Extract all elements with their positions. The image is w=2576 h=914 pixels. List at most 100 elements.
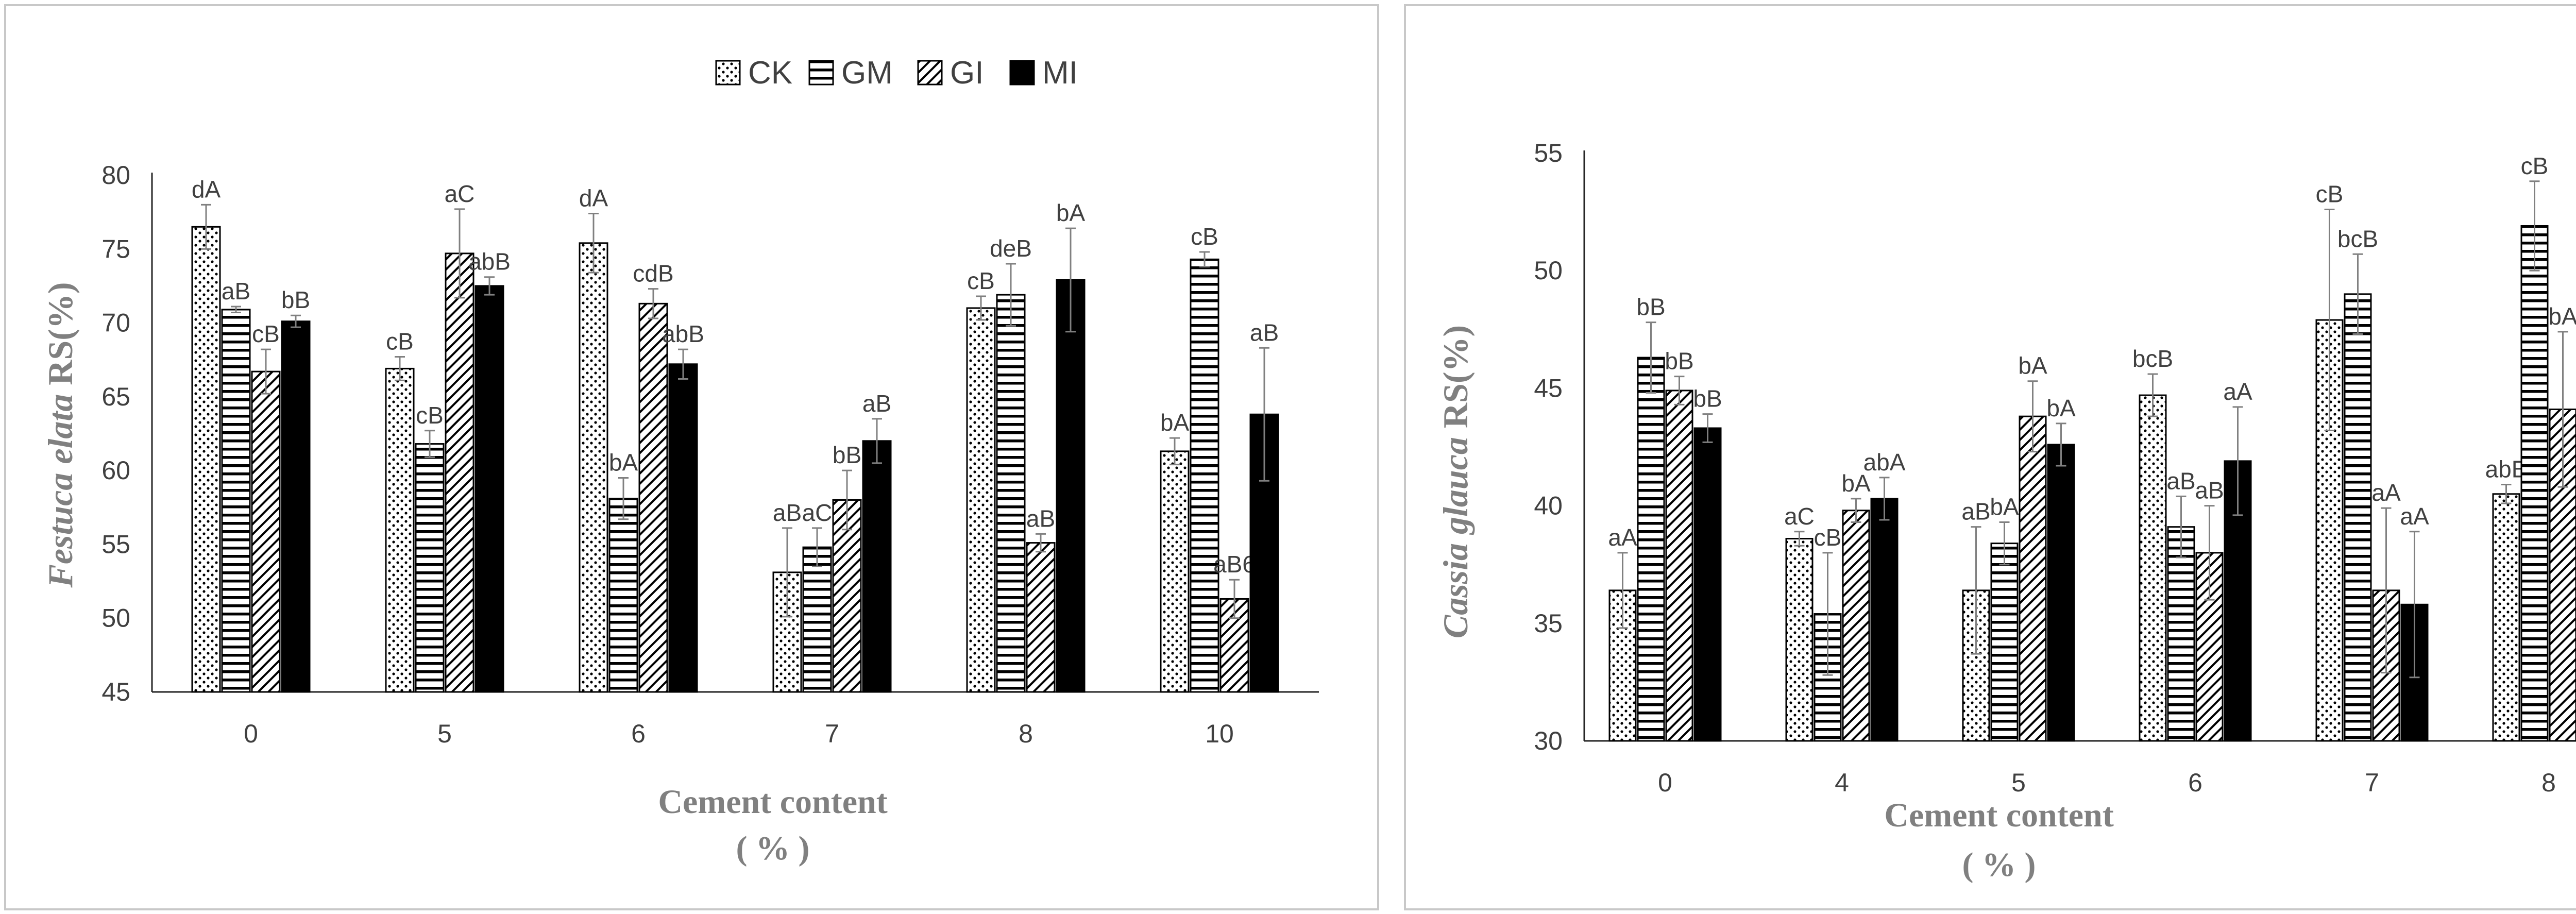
right-error-bar [2147,373,2158,417]
right-error-bar [2027,380,2038,453]
right-error-bar [1617,552,1628,629]
left-error-bar [678,348,688,380]
left-error-bar [454,208,465,299]
right-chart-frame [1404,4,2576,910]
legend-label-mi: MI [1042,55,1078,91]
right-significance-label: bA [1841,470,1871,497]
right-bar-mi [1870,498,1899,742]
right-x-axis-title: Cement content [1884,797,2113,834]
left-bar-gi [638,302,668,693]
right-bar-gm [2167,526,2195,742]
left-error-bar [395,356,405,381]
right-bar-gi [1665,390,1693,742]
right-bar-gi [1842,510,1870,742]
right-significance-label: abB [2485,456,2528,483]
right-error-bar [2176,495,2187,558]
left-y-tick-label: 50 [101,604,130,633]
left-significance-label: cdB [633,260,673,287]
left-error-bar [291,314,301,328]
left-bar-gm [221,309,251,693]
legend-swatch-gm [808,60,834,86]
right-significance-label: aB [1961,498,1990,525]
left-error-bar [782,527,792,618]
right-y-tick-label: 50 [1534,256,1563,285]
left-significance-label: bA [1160,409,1190,436]
left-x-axis-title: Cement content [658,783,887,821]
left-y-axis-species: Festuca elata [41,394,80,588]
chart-legend: CK GM GI MI [715,55,1078,91]
right-significance-label: bA [2548,303,2576,330]
legend-item-gi: GI [917,55,984,91]
left-bar-gi [1026,542,1056,693]
right-y-axis-species: Cassia glauca [1436,437,1475,638]
left-bar-gm [996,294,1026,693]
left-x-axis-unit: ( % ) [736,830,810,867]
left-error-bar [588,213,599,274]
right-significance-label: bA [2018,352,2047,379]
left-bar-gm [608,498,638,693]
right-significance-label: bA [1990,494,2019,520]
left-significance-label: cB [386,328,414,354]
right-bar-gi [2549,408,2576,742]
left-significance-label: dA [192,176,221,202]
left-error-bar [812,527,822,567]
left-y-tick-label: 60 [101,456,130,485]
right-error-bar [2352,253,2363,335]
legend-swatch-mi [1009,60,1035,86]
right-error-bar [1674,376,1685,405]
left-significance-label: cB [967,267,995,294]
left-y-axis-measure: RS(%) [41,282,80,394]
right-category-label: 4 [1835,768,1849,797]
left-category-label: 7 [825,719,839,748]
left-bar-ck [966,307,996,693]
right-significance-label: bB [1636,294,1665,320]
right-error-bar [2204,505,2215,601]
right-significance-label: aB [2166,467,2195,494]
left-category-label: 0 [244,719,258,748]
left-significance-label: bB [281,286,310,313]
left-bar-gm [415,443,445,693]
right-error-bar [2232,406,2243,516]
right-significance-label: cB [2521,153,2549,179]
left-significance-label: cB [1191,223,1218,250]
left-y-axis: 45 50 55 60 65 70 75 80 [101,161,1319,706]
right-significance-label: aA [1608,524,1637,551]
right-bar-gm [1990,543,2019,742]
right-significance-label: bcB [2132,345,2173,372]
right-error-bar [1851,498,1861,523]
right-y-tick-label: 45 [1534,374,1563,402]
legend-label-gi: GI [950,55,984,91]
left-bar-gi [251,370,281,693]
left-error-bar [1036,533,1046,553]
left-error-bar [425,430,435,458]
left-y-tick-label: 75 [101,234,130,263]
right-significance-label: aC [1784,503,1815,530]
right-bar-mi [1693,427,1722,742]
left-bar-gm [802,546,832,693]
right-error-bar [1702,413,1713,443]
right-bar-ck [2139,394,2167,742]
left-error-bar [648,288,658,319]
right-bar-gm [2520,225,2549,742]
left-bar-gm [1190,258,1219,693]
left-significance-label: aB [1026,505,1055,532]
right-bar-ck [2492,493,2520,742]
right-error-bar [2501,484,2512,504]
left-significance-label: cB [416,402,444,429]
right-category-label: 8 [2541,768,2556,797]
left-error-bar [842,469,852,531]
left-bar-ck [385,367,415,693]
right-significance-label: aB [2195,477,2224,504]
left-error-bar [1170,437,1180,466]
left-y-tick-label: 45 [101,678,130,706]
left-y-tick-label: 70 [101,309,130,337]
right-y-axis: 30 35 40 45 50 55 [1534,139,2576,755]
left-y-tick-label: 80 [101,161,130,190]
left-significance-label: abB [468,248,511,275]
right-error-bar [1794,531,1805,547]
left-significance-label: aB [862,390,891,417]
right-y-axis-title: Cassia glauca RS(%) [1436,325,1475,638]
